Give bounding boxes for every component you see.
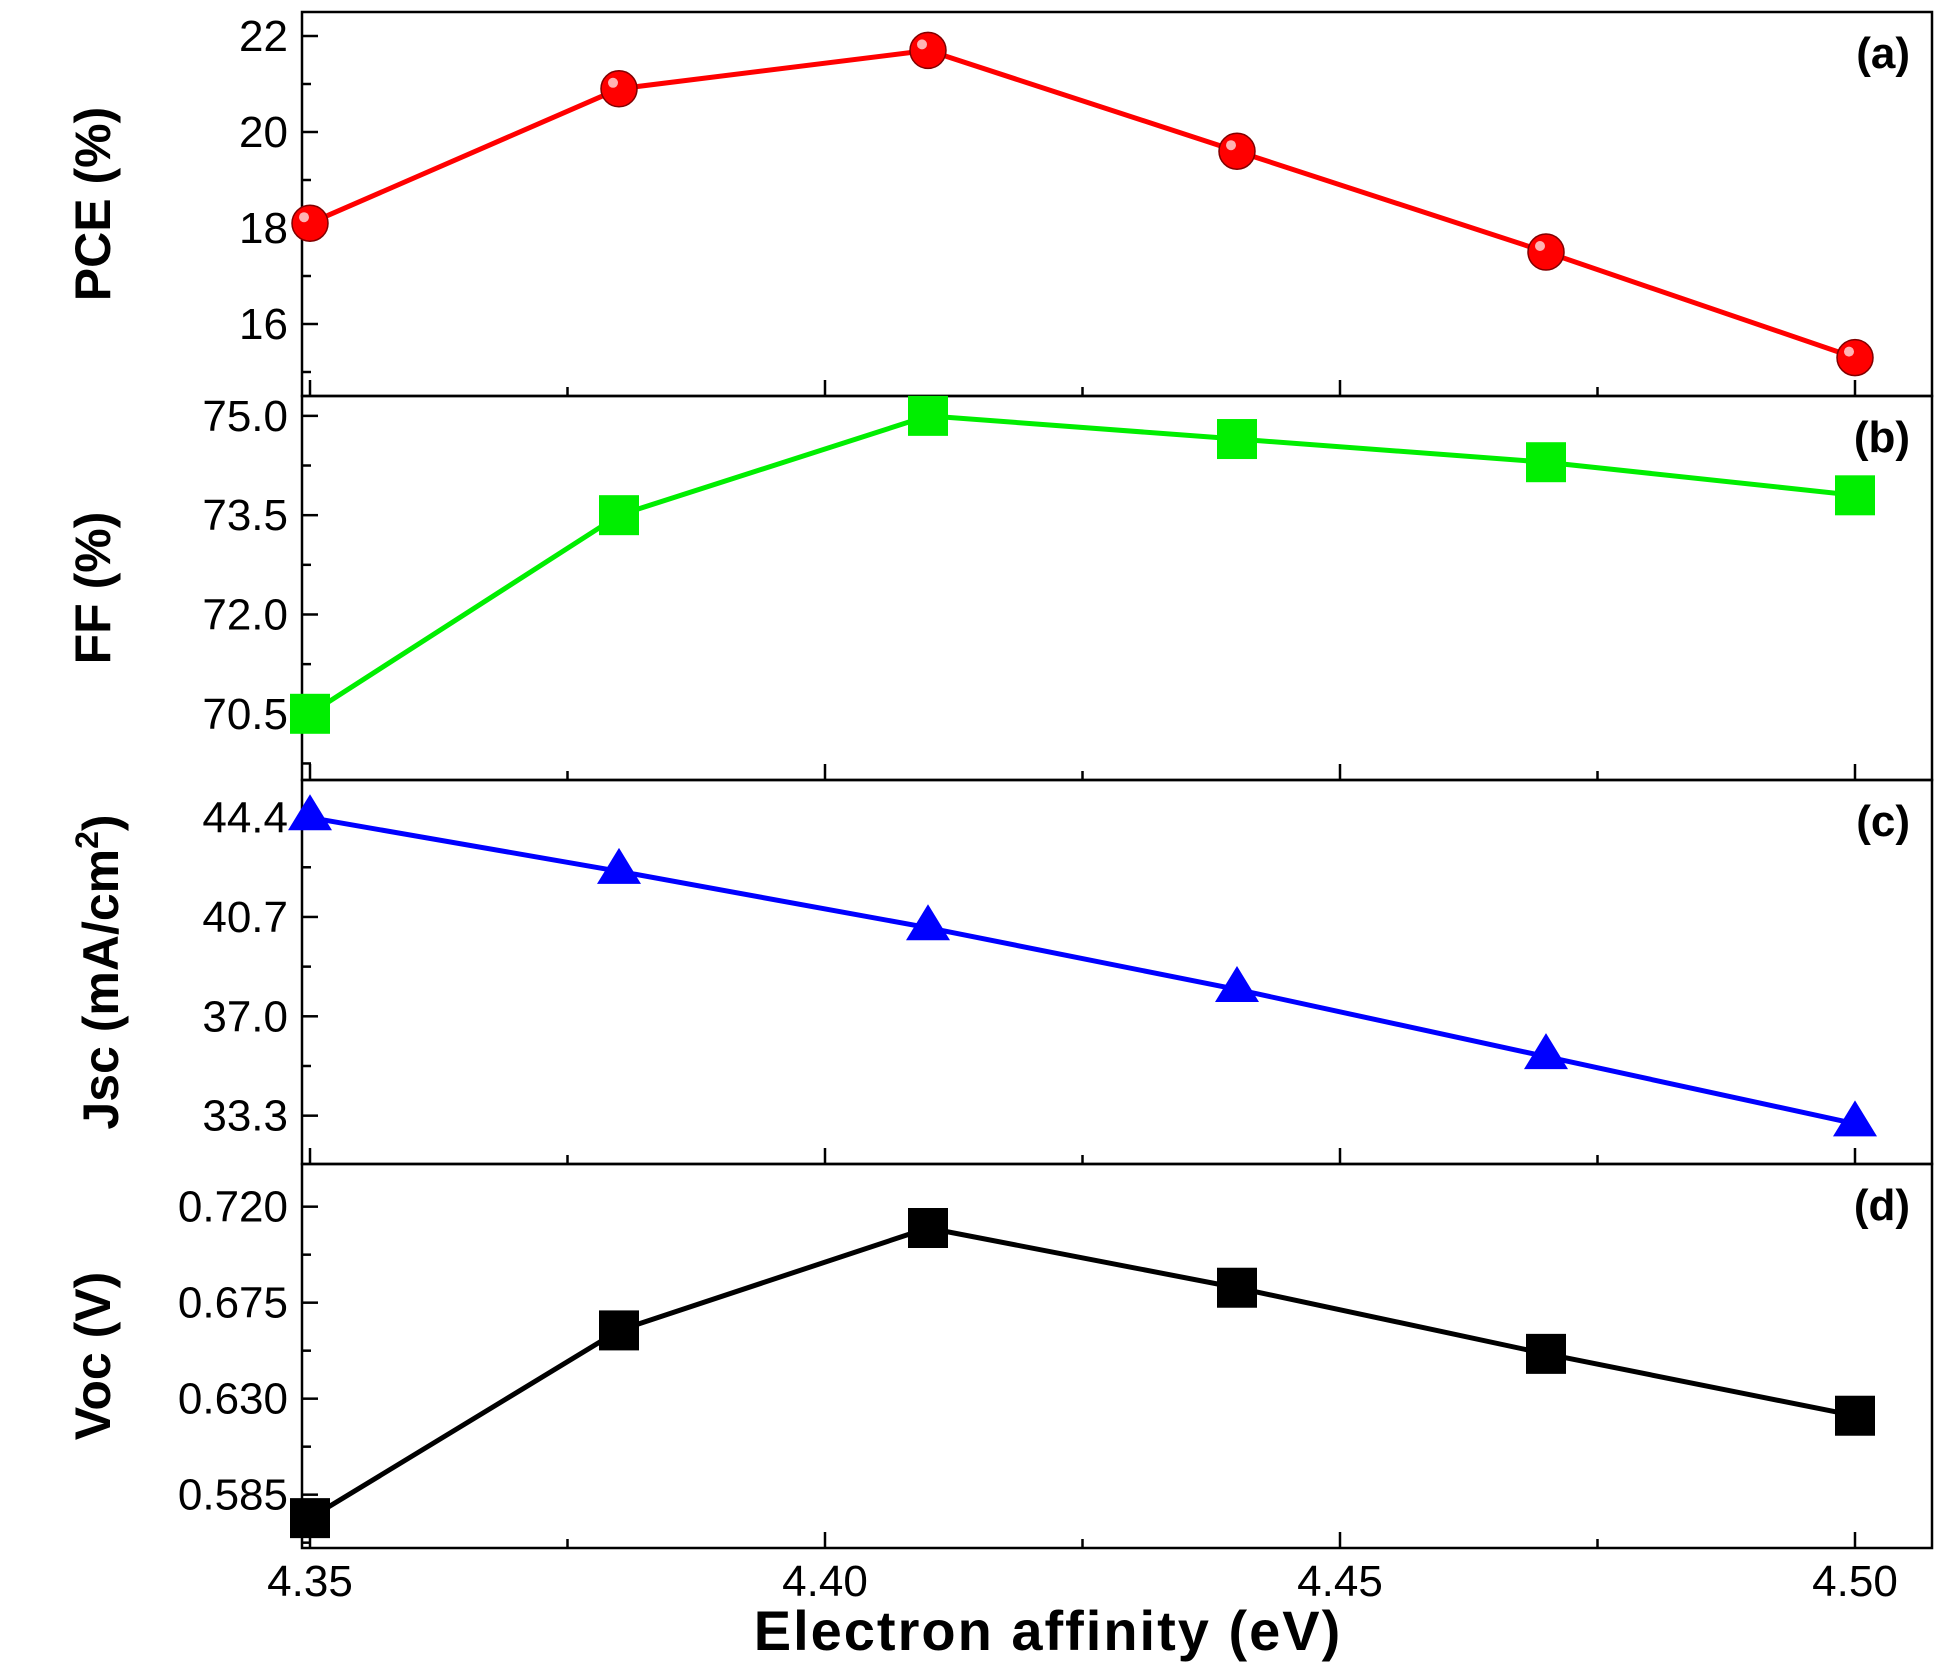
data-point xyxy=(290,1498,330,1539)
series-line xyxy=(308,1225,1856,1521)
panel-c: 33.3 37.0 40.7 44.4 Jsc (mA/cm2) (c) xyxy=(69,778,1934,1166)
data-point-highlight xyxy=(1844,346,1854,357)
y-tick-label: 16 xyxy=(239,300,288,349)
series-line xyxy=(308,413,1856,716)
y-tick-label: 20 xyxy=(239,108,288,157)
data-point xyxy=(909,31,947,70)
data-point xyxy=(906,904,950,941)
data-point xyxy=(1835,475,1875,516)
panel-b: 70.5 72.0 73.5 75.0 FF (%) (b) xyxy=(65,392,1934,782)
data-point xyxy=(1217,1267,1257,1308)
x-tick-label: 4.45 xyxy=(1297,1557,1383,1606)
data-point-highlight xyxy=(299,212,309,223)
data-point-highlight xyxy=(1535,241,1545,251)
x-tick-label: 4.50 xyxy=(1812,1557,1898,1606)
data-point xyxy=(1526,442,1566,483)
y-axis-title: Jsc (mA/cm2) xyxy=(69,814,129,1129)
y-tick-label: 33.3 xyxy=(202,1092,288,1141)
data-point xyxy=(599,1310,639,1351)
data-point xyxy=(908,1208,948,1248)
y-tick-label: 18 xyxy=(239,204,288,253)
data-point xyxy=(1836,338,1874,377)
data-point xyxy=(1524,1033,1568,1070)
data-point xyxy=(291,204,329,242)
y-axis-title: PCE (%) xyxy=(65,107,121,301)
data-point xyxy=(288,794,332,831)
data-point xyxy=(1835,1395,1875,1436)
data-point xyxy=(599,495,639,536)
y-tick-label: 0.585 xyxy=(178,1471,288,1520)
panels-layer: 16 18 20 22 PCE (%) (a) 70.5 72.0 73.5 75.0 FF (%)… xyxy=(65,10,1934,1606)
data-point-highlight xyxy=(608,77,618,88)
panel-label: (a) xyxy=(1856,29,1910,78)
y-axis-title-end: ) xyxy=(73,814,129,831)
panel-frame xyxy=(300,1162,1934,1550)
data-point xyxy=(1527,233,1565,271)
panel-label: (b) xyxy=(1854,413,1910,462)
x-axis-title: Electron affinity (eV) xyxy=(754,1599,1343,1662)
data-point xyxy=(1215,966,1259,1003)
y-axis-title-superscript: 2 xyxy=(69,831,105,849)
y-tick-label: 22 xyxy=(239,12,288,61)
series-line xyxy=(309,815,1856,1127)
data-point xyxy=(1526,1333,1566,1374)
y-axis-title: FF (%) xyxy=(65,512,121,665)
data-point xyxy=(1217,419,1257,460)
panel-label: (d) xyxy=(1854,1181,1910,1230)
y-tick-label: 73.5 xyxy=(202,491,288,540)
data-point xyxy=(908,395,948,436)
panel-d: 0.585 0.630 0.675 0.720 Voc (V) (d) 4.35 4.40 4.… xyxy=(65,1162,1934,1606)
data-point xyxy=(1218,132,1256,170)
data-point-highlight xyxy=(1226,140,1236,151)
y-axis-title: Voc (V) xyxy=(65,1272,121,1441)
y-tick-label: 40.7 xyxy=(202,893,288,942)
y-tick-label: 75.0 xyxy=(202,392,288,441)
panel-label: (c) xyxy=(1856,797,1910,846)
panel-a: 16 18 20 22 PCE (%) (a) xyxy=(65,10,1934,398)
y-tick-label: 70.5 xyxy=(202,690,288,739)
y-tick-label: 0.675 xyxy=(178,1279,288,1328)
data-point xyxy=(1833,1100,1877,1137)
y-tick-label: 0.720 xyxy=(178,1183,288,1232)
y-tick-label: 0.630 xyxy=(178,1375,288,1424)
panel-frame xyxy=(300,10,1934,398)
data-point xyxy=(290,693,330,734)
data-point-highlight xyxy=(917,39,927,50)
data-point xyxy=(600,70,638,108)
panel-frame xyxy=(300,778,1934,1166)
data-point xyxy=(597,847,641,884)
y-tick-label: 44.4 xyxy=(202,794,288,843)
y-tick-label: 37.0 xyxy=(202,992,288,1041)
series-line xyxy=(309,47,1856,360)
panel-frame xyxy=(300,394,1934,782)
y-tick-label: 72.0 xyxy=(202,590,288,639)
x-tick-label: 4.40 xyxy=(782,1557,868,1606)
x-tick-label: 4.35 xyxy=(267,1557,353,1606)
